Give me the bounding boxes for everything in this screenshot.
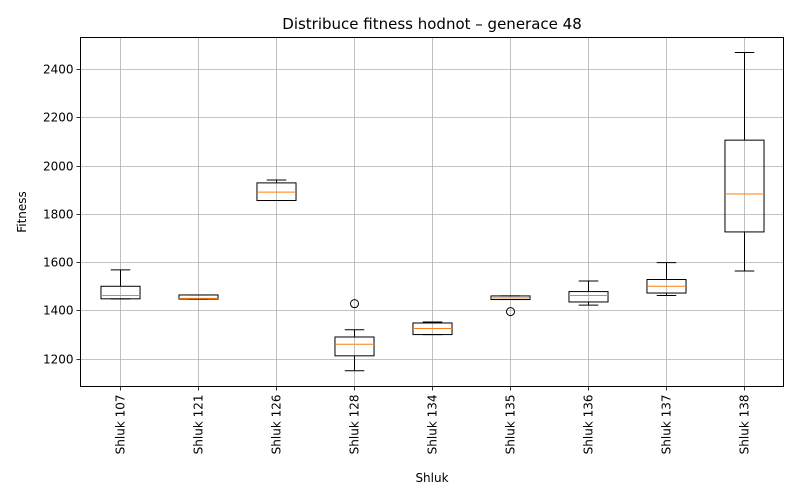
outlier-point bbox=[350, 299, 359, 309]
y-tick-label: 2200 bbox=[43, 111, 74, 125]
plot-area-frame bbox=[80, 37, 784, 387]
x-axis-label: Shluk bbox=[415, 471, 448, 485]
y-tick-label: 1800 bbox=[43, 208, 74, 222]
y-tick-label: 1200 bbox=[43, 353, 74, 367]
x-tick-label: Shluk 128 bbox=[348, 395, 362, 455]
y-tick-label: 2000 bbox=[43, 160, 74, 174]
box-iqr bbox=[568, 291, 609, 303]
y-tick-label: 1600 bbox=[43, 256, 74, 270]
box-iqr bbox=[100, 285, 141, 300]
x-tick-label: Shluk 137 bbox=[660, 395, 674, 455]
box-iqr bbox=[334, 336, 375, 357]
x-tick-label: Shluk 138 bbox=[738, 395, 752, 455]
x-axis-ticks: Shluk 107 Shluk 121 Shluk 126 Shluk 128 Shlu… bbox=[114, 386, 752, 455]
y-tick-label: 2400 bbox=[43, 63, 74, 77]
box-iqr bbox=[178, 294, 219, 300]
x-tick-label: Shluk 126 bbox=[270, 395, 284, 455]
y-tick-label: 1400 bbox=[43, 304, 74, 318]
box-iqr bbox=[724, 139, 765, 233]
x-tick-label: Shluk 135 bbox=[504, 395, 518, 455]
boxes bbox=[100, 51, 765, 372]
x-tick-label: Shluk 121 bbox=[192, 395, 206, 455]
x-tick-label: Shluk 134 bbox=[426, 395, 440, 455]
y-axis-ticks: 1200 1400 1600 1800 2000 2200 2400 bbox=[43, 63, 81, 367]
chart-title: Distribuce fitness hodnot – generace 48 bbox=[282, 15, 581, 33]
y-axis-label: Fitness bbox=[15, 191, 29, 233]
outlier-point bbox=[506, 307, 515, 317]
x-tick-label: Shluk 136 bbox=[582, 395, 596, 455]
grid-lines bbox=[80, 37, 784, 387]
x-tick-label: Shluk 107 bbox=[114, 395, 128, 455]
